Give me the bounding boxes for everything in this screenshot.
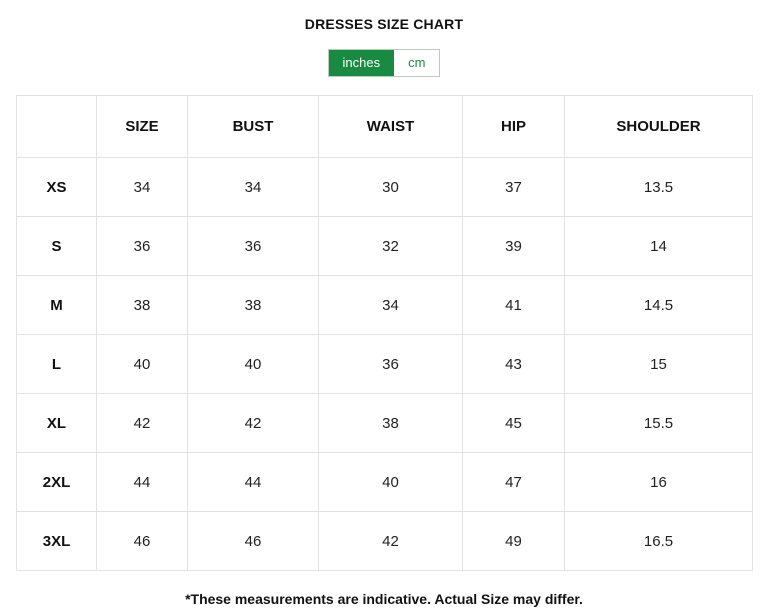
table-cell: 32 — [318, 216, 463, 276]
unit-toggle-cm[interactable]: cm — [394, 50, 440, 76]
table-cell: 45 — [462, 393, 565, 453]
table-cell: 36 — [187, 216, 319, 276]
row-label: M — [16, 275, 97, 335]
table-body: XS 34 34 30 37 13.5 S 36 36 32 39 14 M 38 38 34 41 14.5 L 4… — [16, 157, 753, 571]
table-row-2xl: 2XL 44 44 40 47 16 — [16, 452, 753, 512]
row-label: XL — [16, 393, 97, 453]
table-cell: 38 — [96, 275, 188, 335]
table-cell: 40 — [96, 334, 188, 394]
size-chart-table: SIZE BUST WAIST HIP SHOULDER XS 34 34 30 37 13.5 S… — [16, 95, 753, 571]
table-cell: 15 — [564, 334, 753, 394]
table-cell: 16.5 — [564, 511, 753, 571]
table-cell: 46 — [96, 511, 188, 571]
row-label: S — [16, 216, 97, 276]
table-cell: 47 — [462, 452, 565, 512]
row-label: XS — [16, 157, 97, 217]
table-cell: 38 — [318, 393, 463, 453]
column-header-hip: HIP — [462, 95, 565, 158]
row-label: 3XL — [16, 511, 97, 571]
table-cell: 42 — [96, 393, 188, 453]
table-cell: 34 — [318, 275, 463, 335]
table-cell: 39 — [462, 216, 565, 276]
table-row-s: S 36 36 32 39 14 — [16, 216, 753, 276]
column-header-waist: WAIST — [318, 95, 463, 158]
table-cell: 42 — [187, 393, 319, 453]
table-cell: 34 — [96, 157, 188, 217]
table-cell: 14.5 — [564, 275, 753, 335]
unit-toggle-wrap: inches cm — [0, 49, 768, 77]
column-header-shoulder: SHOULDER — [564, 95, 753, 158]
table-row-3xl: 3XL 46 46 42 49 16.5 — [16, 511, 753, 571]
table-cell: 44 — [96, 452, 188, 512]
column-header-bust: BUST — [187, 95, 319, 158]
table-cell: 15.5 — [564, 393, 753, 453]
size-chart-table-wrap: SIZE BUST WAIST HIP SHOULDER XS 34 34 30 37 13.5 S… — [16, 95, 753, 571]
row-label: L — [16, 334, 97, 394]
table-cell: 40 — [318, 452, 463, 512]
column-header-empty — [16, 95, 97, 158]
table-cell: 40 — [187, 334, 319, 394]
table-cell: 36 — [96, 216, 188, 276]
table-cell: 38 — [187, 275, 319, 335]
table-cell: 46 — [187, 511, 319, 571]
table-cell: 44 — [187, 452, 319, 512]
table-cell: 36 — [318, 334, 463, 394]
table-cell: 41 — [462, 275, 565, 335]
table-cell: 13.5 — [564, 157, 753, 217]
table-row-m: M 38 38 34 41 14.5 — [16, 275, 753, 335]
table-cell: 42 — [318, 511, 463, 571]
table-cell: 37 — [462, 157, 565, 217]
table-row-l: L 40 40 36 43 15 — [16, 334, 753, 394]
unit-toggle-inches[interactable]: inches — [328, 50, 395, 76]
footnote: *These measurements are indicative. Actu… — [185, 591, 583, 607]
table-cell: 43 — [462, 334, 565, 394]
table-cell: 14 — [564, 216, 753, 276]
table-cell: 49 — [462, 511, 565, 571]
table-cell: 30 — [318, 157, 463, 217]
table-row-xl: XL 42 42 38 45 15.5 — [16, 393, 753, 453]
unit-toggle: inches cm — [327, 49, 441, 77]
row-label: 2XL — [16, 452, 97, 512]
page-title: DRESSES SIZE CHART — [304, 16, 464, 32]
table-cell: 16 — [564, 452, 753, 512]
column-header-size: SIZE — [96, 95, 188, 158]
header-row: SIZE BUST WAIST HIP SHOULDER — [16, 95, 753, 158]
table-row-xs: XS 34 34 30 37 13.5 — [16, 157, 753, 217]
table-cell: 34 — [187, 157, 319, 217]
